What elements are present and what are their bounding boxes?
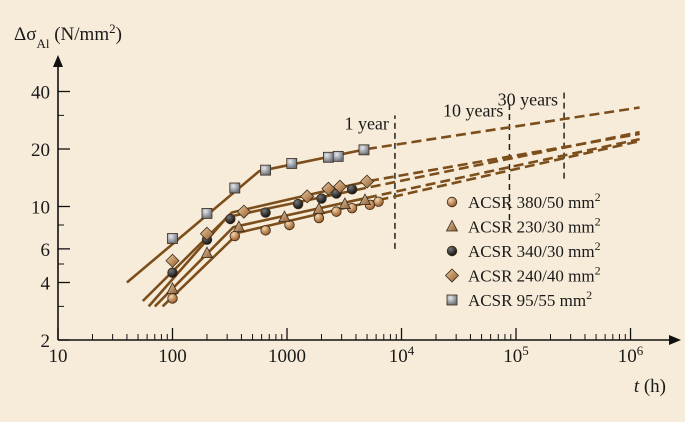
fit-line-dashed [368, 132, 640, 183]
data-point [232, 220, 246, 233]
data-point [300, 189, 315, 204]
time-marker-label: 10 years [443, 101, 503, 121]
y-axis-title: ΔσAl (N/mm2) [14, 21, 122, 51]
data-point [359, 174, 375, 189]
legend-marker [445, 219, 459, 232]
fit-line-solid [153, 196, 368, 308]
data-point [260, 225, 271, 236]
x-tick-label: 1000 [268, 346, 306, 367]
data-point [358, 144, 370, 156]
legend-label: ACSR 380/50 mm2 [468, 190, 601, 212]
data-point [316, 193, 327, 204]
fit-line-dashed [366, 106, 640, 151]
data-point [165, 253, 180, 268]
y-tick-label: 20 [31, 140, 50, 161]
data-point [321, 181, 336, 196]
y-tick-label: 10 [31, 198, 50, 219]
legend-label: ACSR 240/40 mm2 [468, 264, 601, 286]
data-point [260, 164, 271, 176]
data-point [313, 212, 325, 224]
axis-labels: ΔσAl (N/mm2) t (h) [14, 21, 666, 398]
time-marker-label: 1 year [344, 113, 388, 133]
data-point [167, 267, 178, 278]
x-tick-label: 10 [49, 346, 68, 367]
legend-marker [446, 196, 458, 208]
data-point [278, 210, 291, 223]
legend-label: ACSR 230/30 mm2 [468, 215, 601, 237]
x-tick-label: 104 [389, 343, 415, 368]
time-marker-label: 30 years [498, 90, 558, 110]
data-point [332, 179, 348, 194]
data-point [260, 207, 271, 218]
data-point [338, 197, 352, 209]
data-point [167, 233, 178, 244]
data-point [225, 213, 236, 225]
y-tick-label: 40 [31, 83, 50, 104]
fit-line-solid [126, 147, 368, 284]
axes: 10 100 1000 104 105 106 2 4 6 10 20 40 [31, 55, 681, 367]
data-point [167, 293, 178, 304]
legend-marker [446, 245, 458, 257]
x-tick-label: 105 [503, 343, 529, 368]
x-tick-label: 100 [158, 346, 187, 367]
legend-label: ACSR 340/30 mm2 [468, 239, 601, 261]
legend-marker [446, 294, 458, 306]
y-tick-label: 4 [41, 274, 51, 295]
y-axis-arrow [53, 55, 63, 67]
legend-label: ACSR 95/55 mm2 [468, 288, 592, 310]
data-point [358, 193, 372, 206]
data-point [312, 202, 326, 214]
data-point [229, 230, 241, 242]
data-point [166, 282, 179, 294]
fit-line-dashed [366, 137, 640, 200]
x-tick-label: 106 [618, 343, 644, 368]
data-point [286, 158, 298, 169]
data-point [200, 246, 214, 259]
data-point [229, 182, 241, 194]
y-tick-label: 6 [41, 240, 51, 261]
data-point [323, 151, 334, 163]
y-tick-label: 2 [41, 331, 51, 352]
legend-marker [444, 268, 460, 283]
data-point [236, 204, 251, 219]
data-points [165, 144, 384, 304]
data-point [331, 206, 342, 217]
data-point [346, 184, 358, 195]
data-point [332, 150, 344, 162]
x-axis-title: t (h) [634, 376, 666, 397]
data-point [201, 208, 213, 219]
data-point [199, 226, 215, 241]
data-point [292, 198, 304, 210]
x-axis-arrow [669, 335, 681, 345]
data-point [373, 196, 384, 207]
